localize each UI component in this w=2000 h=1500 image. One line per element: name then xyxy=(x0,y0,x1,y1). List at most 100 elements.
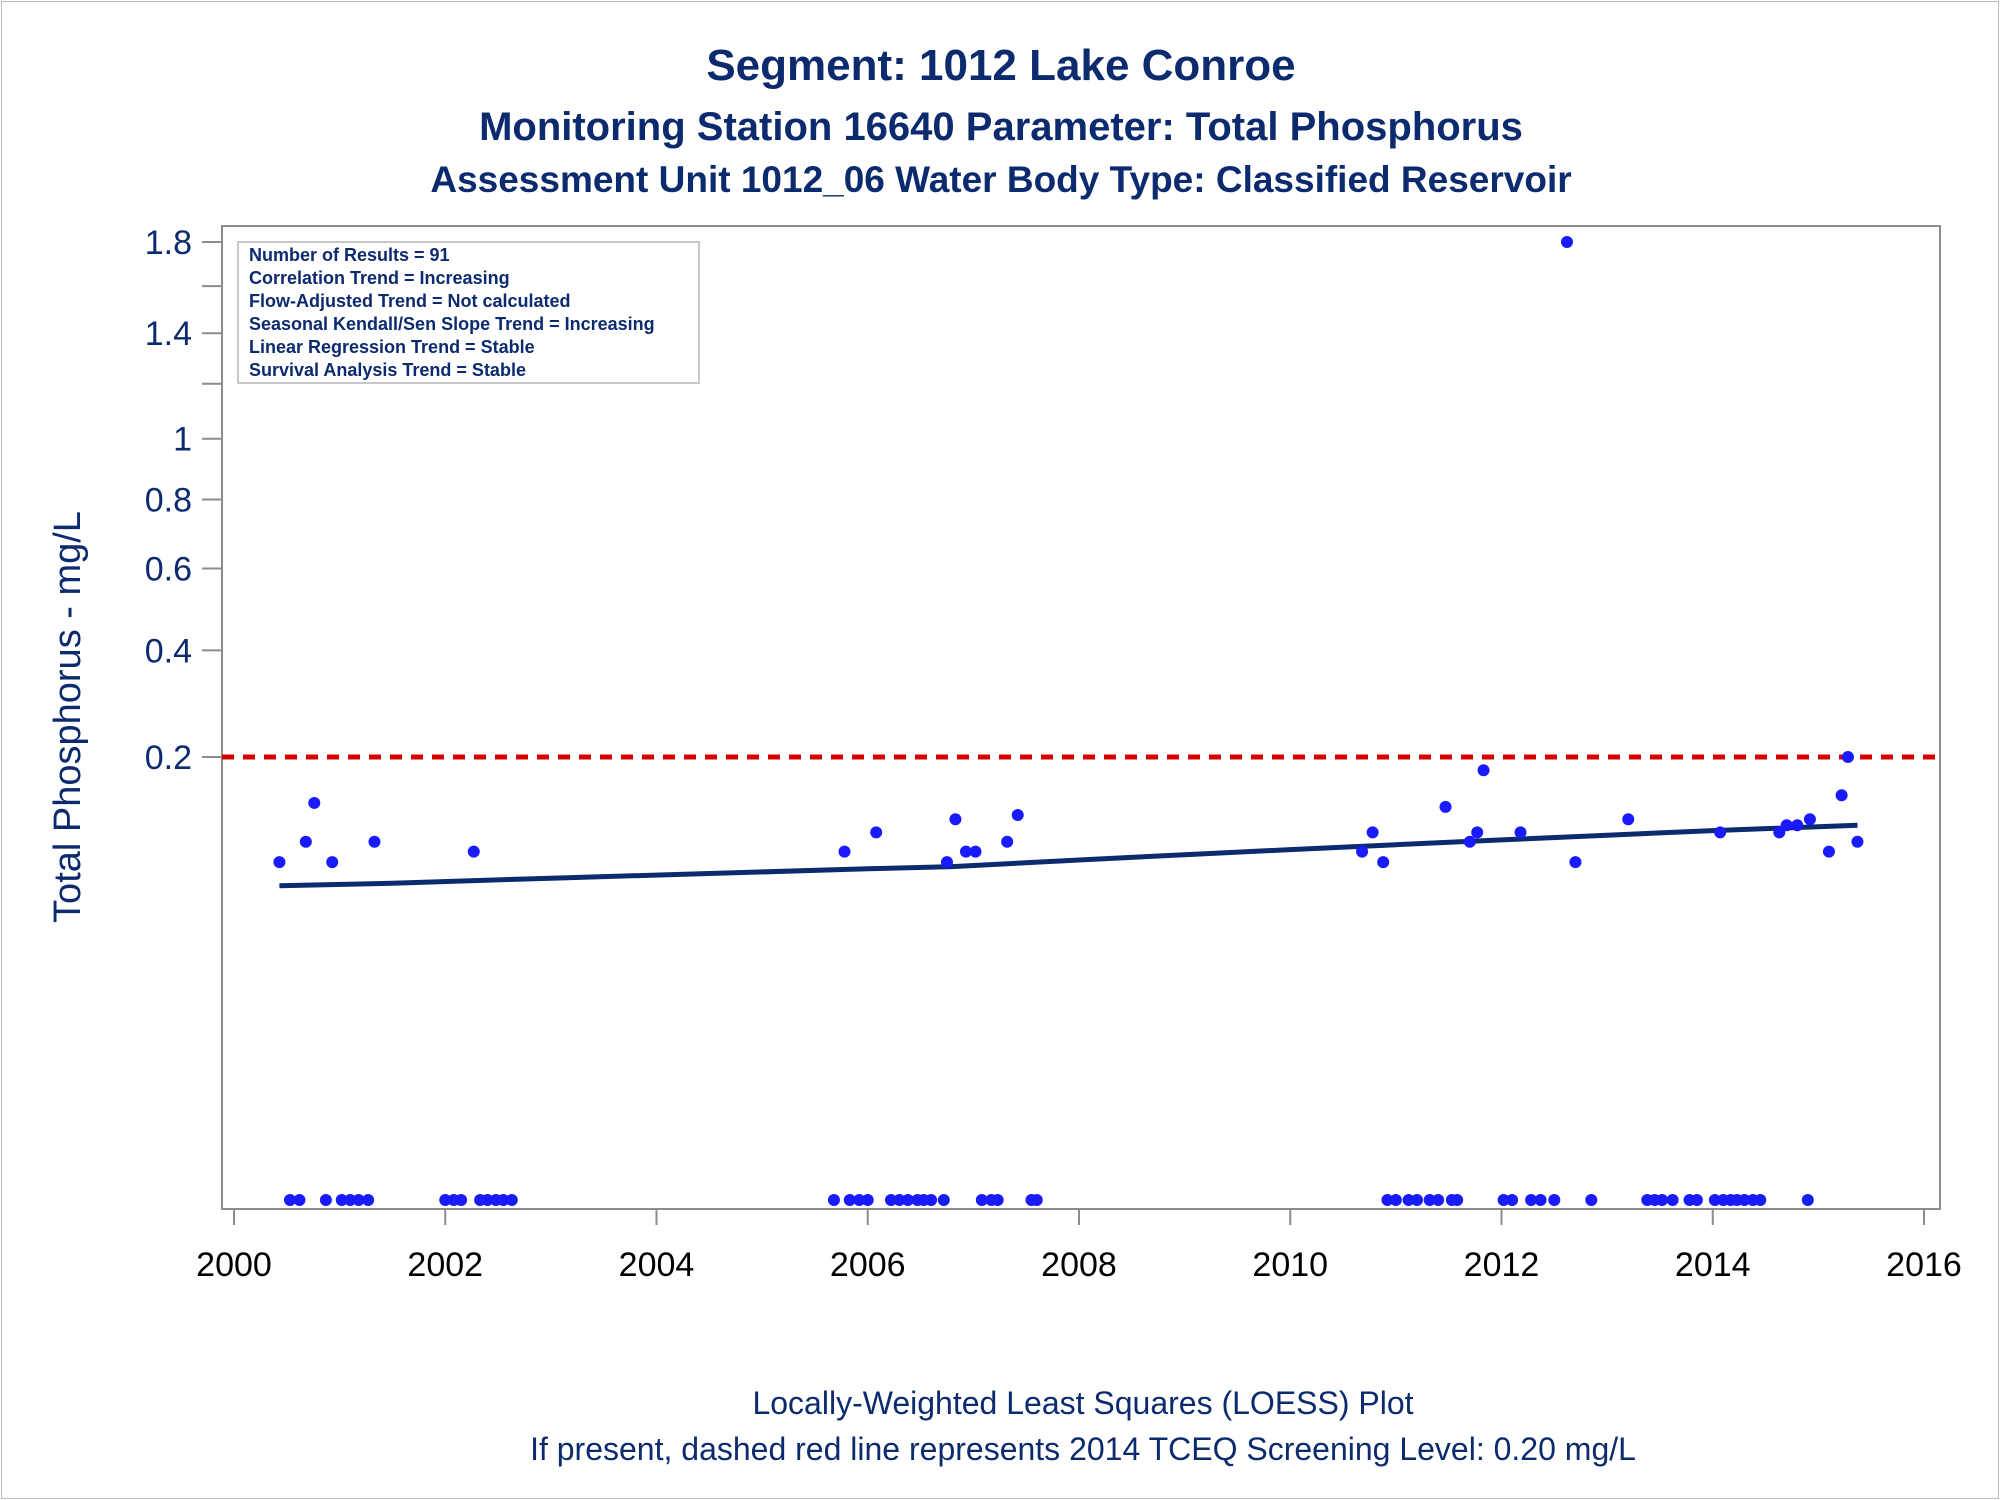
censored-data-point xyxy=(1506,1194,1519,1206)
data-point xyxy=(1560,236,1573,248)
y-tick-label: 1.4 xyxy=(145,315,192,353)
x-tick-label: 2008 xyxy=(1041,1246,1117,1284)
censored-data-point xyxy=(843,1194,856,1206)
data-point xyxy=(308,796,321,809)
censored-data-point xyxy=(975,1194,988,1206)
loess-line xyxy=(279,822,1858,889)
censored-data-point xyxy=(853,1194,866,1206)
chart-title: Segment: 1012 Lake Conroe xyxy=(706,41,1295,90)
data-point xyxy=(368,835,381,848)
data-point xyxy=(1835,789,1848,802)
x-tick-label: 2010 xyxy=(1252,1246,1328,1284)
y-tick-label: 0.2 xyxy=(145,739,192,777)
x-tick-label: 2002 xyxy=(407,1246,483,1284)
stat-number-of-results: Number of Results = 91 xyxy=(249,245,450,265)
data-point xyxy=(1366,826,1379,839)
censored-data-point xyxy=(861,1194,874,1206)
data-point xyxy=(1514,826,1527,839)
censored-data-point xyxy=(1389,1194,1402,1206)
stat-correlation-trend: Correlation Trend = Increasing xyxy=(249,268,510,288)
censored-data-point xyxy=(1381,1194,1394,1206)
y-tick-label: 0.6 xyxy=(145,550,192,588)
censored-data-point xyxy=(991,1194,1004,1206)
data-point xyxy=(1377,856,1390,869)
x-tick-label: 2004 xyxy=(619,1246,695,1284)
chart-subtitle-2: Assessment Unit 1012_06 Water Body Type:… xyxy=(430,159,1571,200)
censored-data-point xyxy=(1411,1194,1423,1206)
censored-data-point xyxy=(1666,1194,1679,1206)
x-tick-label: 2014 xyxy=(1675,1246,1751,1284)
censored-data-point xyxy=(1497,1194,1510,1206)
stat-seasonal-kendall-trend: Seasonal Kendall/Sen Slope Trend = Incre… xyxy=(249,314,655,334)
data-point xyxy=(1714,826,1727,839)
data-point xyxy=(1780,819,1793,832)
data-point xyxy=(1439,800,1452,813)
data-point xyxy=(1803,813,1816,826)
censored-data-point xyxy=(497,1194,510,1206)
stat-linear-regression-trend: Linear Regression Trend = Stable xyxy=(249,337,535,357)
x-tick-label: 2006 xyxy=(830,1246,906,1284)
data-point xyxy=(1851,835,1864,848)
data-point xyxy=(299,835,312,848)
stats-box xyxy=(237,241,700,384)
censored-data-point xyxy=(481,1194,494,1206)
censored-data-point xyxy=(1548,1194,1561,1206)
y-axis: 0.2 0.4 0.6 0.8 1 1.4 1.8 xyxy=(145,224,222,777)
footnote-screening-level: If present, dashed red line represents 2… xyxy=(530,1431,1636,1467)
censored-data-point xyxy=(1690,1194,1703,1206)
data-point xyxy=(1622,813,1635,826)
x-tick-label: 2012 xyxy=(1464,1246,1540,1284)
y-tick-label: 0.4 xyxy=(145,632,192,670)
y-axis-label: Total Phosphorus - mg/L xyxy=(47,511,89,923)
censored-data-point xyxy=(1423,1194,1436,1206)
data-point xyxy=(1471,826,1484,839)
censored-data-point xyxy=(1451,1194,1464,1206)
censored-data-point xyxy=(1738,1194,1751,1206)
data-point xyxy=(1356,845,1369,858)
censored-data-point xyxy=(1402,1194,1415,1206)
censored-data-point xyxy=(1585,1194,1598,1206)
data-point xyxy=(1822,845,1835,858)
censored-data-point xyxy=(455,1194,468,1206)
censored-data-point xyxy=(1030,1194,1043,1206)
censored-data-point xyxy=(1432,1194,1445,1206)
data-point xyxy=(1841,751,1854,763)
data-point xyxy=(326,856,339,869)
data-point xyxy=(959,845,972,858)
censored-data-point xyxy=(1708,1194,1721,1206)
censored-data-point xyxy=(319,1194,332,1206)
censored-data-point xyxy=(1656,1194,1669,1206)
censored-data-point xyxy=(283,1194,296,1206)
censored-data-point xyxy=(1801,1194,1814,1206)
data-point xyxy=(1477,764,1490,777)
censored-data-point xyxy=(1534,1194,1547,1206)
censored-data-point xyxy=(827,1194,840,1206)
data-point xyxy=(1463,835,1476,848)
censored-data-point xyxy=(884,1194,897,1206)
y-tick-label: 1.8 xyxy=(145,224,192,262)
censored-data-point xyxy=(335,1194,348,1206)
data-point xyxy=(838,845,851,858)
censored-data-point xyxy=(293,1194,306,1206)
footnote-loess: Locally-Weighted Least Squares (LOESS) P… xyxy=(752,1385,1413,1421)
data-point xyxy=(1791,819,1804,832)
data-point xyxy=(1001,835,1014,848)
data-point xyxy=(1011,809,1024,822)
censored-data-point xyxy=(1525,1194,1538,1206)
censored-data-point xyxy=(505,1194,518,1206)
censored-data-point xyxy=(362,1194,375,1206)
censored-data-point xyxy=(901,1194,914,1206)
x-axis: 2000 2002 2004 2006 2008 2010 2012 2014 2016 xyxy=(196,1209,1962,1284)
x-tick-label: 2000 xyxy=(196,1246,272,1284)
stat-survival-analysis-trend: Survival Analysis Trend = Stable xyxy=(249,360,526,380)
censored-data-point xyxy=(344,1194,357,1206)
data-point xyxy=(273,856,286,869)
data-point xyxy=(969,845,982,858)
data-point xyxy=(940,856,953,869)
stat-flow-adjusted-trend: Flow-Adjusted Trend = Not calculated xyxy=(249,291,571,311)
data-point xyxy=(1773,826,1786,839)
censored-data-point xyxy=(925,1194,938,1206)
censored-data-point xyxy=(937,1194,950,1206)
